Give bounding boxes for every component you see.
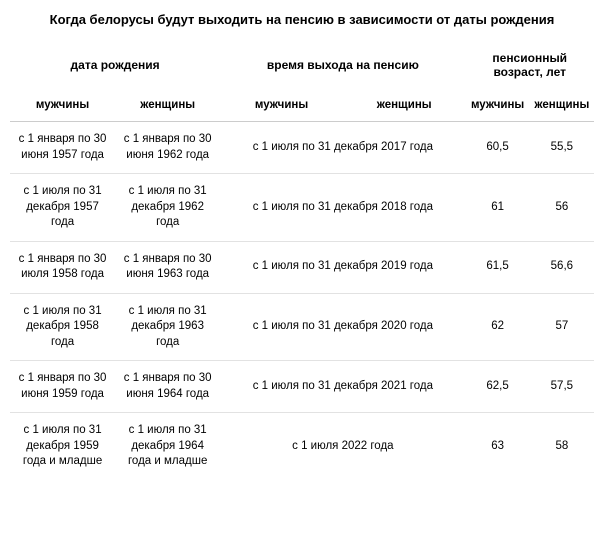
header-birth-men: мужчины xyxy=(10,93,115,122)
table-body: с 1 января по 30 июня 1957 года с 1 янва… xyxy=(10,122,594,480)
cell-period: с 1 июля по 31 декабря 2018 года xyxy=(220,174,465,242)
table-row: с 1 января по 30 июня 1959 года с 1 янва… xyxy=(10,361,594,413)
cell-age-women: 57,5 xyxy=(530,361,594,413)
cell-age-women: 56 xyxy=(530,174,594,242)
header-age-group: пенсионный возраст, лет xyxy=(465,45,594,93)
cell-birth-men: с 1 января по 30 июля 1958 года xyxy=(10,241,115,293)
header-birth-women: женщины xyxy=(115,93,220,122)
cell-age-women: 57 xyxy=(530,293,594,361)
cell-age-men: 62,5 xyxy=(465,361,529,413)
cell-birth-women: с 1 июля по 31 декабря 1962 года xyxy=(115,174,220,242)
cell-age-women: 56,6 xyxy=(530,241,594,293)
pension-table: дата рождения время выхода на пенсию пен… xyxy=(10,45,594,480)
cell-birth-men: с 1 июля по 31 декабря 1958 года xyxy=(10,293,115,361)
cell-period: с 1 июля 2022 года xyxy=(220,413,465,480)
cell-age-women: 55,5 xyxy=(530,122,594,174)
header-period-men: мужчины xyxy=(220,93,343,122)
cell-period: с 1 июля по 31 декабря 2017 года xyxy=(220,122,465,174)
cell-period: с 1 июля по 31 декабря 2020 года xyxy=(220,293,465,361)
table-row: с 1 января по 30 июня 1957 года с 1 янва… xyxy=(10,122,594,174)
header-period-women: женщины xyxy=(343,93,466,122)
cell-birth-women: с 1 июля по 31 декабря 1964 года и младш… xyxy=(115,413,220,480)
cell-period: с 1 июля по 31 декабря 2021 года xyxy=(220,361,465,413)
page-title: Когда белорусы будут выходить на пенсию … xyxy=(10,12,594,27)
cell-birth-women: с 1 июля по 31 декабря 1963 года xyxy=(115,293,220,361)
cell-age-men: 63 xyxy=(465,413,529,480)
table-row: с 1 января по 30 июля 1958 года с 1 янва… xyxy=(10,241,594,293)
header-age-men: мужчины xyxy=(465,93,529,122)
cell-age-men: 61 xyxy=(465,174,529,242)
cell-age-men: 61,5 xyxy=(465,241,529,293)
cell-birth-women: с 1 января по 30 июня 1963 года xyxy=(115,241,220,293)
cell-birth-men: с 1 января по 30 июня 1959 года xyxy=(10,361,115,413)
header-period-group: время выхода на пенсию xyxy=(220,45,465,93)
table-row: с 1 июля по 31 декабря 1957 года с 1 июл… xyxy=(10,174,594,242)
cell-age-men: 60,5 xyxy=(465,122,529,174)
table-row: с 1 июля по 31 декабря 1959 года и младш… xyxy=(10,413,594,480)
table-row: с 1 июля по 31 декабря 1958 года с 1 июл… xyxy=(10,293,594,361)
cell-birth-women: с 1 января по 30 июня 1964 года xyxy=(115,361,220,413)
cell-age-women: 58 xyxy=(530,413,594,480)
cell-period: с 1 июля по 31 декабря 2019 года xyxy=(220,241,465,293)
cell-birth-men: с 1 января по 30 июня 1957 года xyxy=(10,122,115,174)
header-birth-group: дата рождения xyxy=(10,45,220,93)
cell-birth-women: с 1 января по 30 июня 1962 года xyxy=(115,122,220,174)
cell-birth-men: с 1 июля по 31 декабря 1957 года xyxy=(10,174,115,242)
cell-birth-men: с 1 июля по 31 декабря 1959 года и младш… xyxy=(10,413,115,480)
cell-age-men: 62 xyxy=(465,293,529,361)
header-age-women: женщины xyxy=(530,93,594,122)
